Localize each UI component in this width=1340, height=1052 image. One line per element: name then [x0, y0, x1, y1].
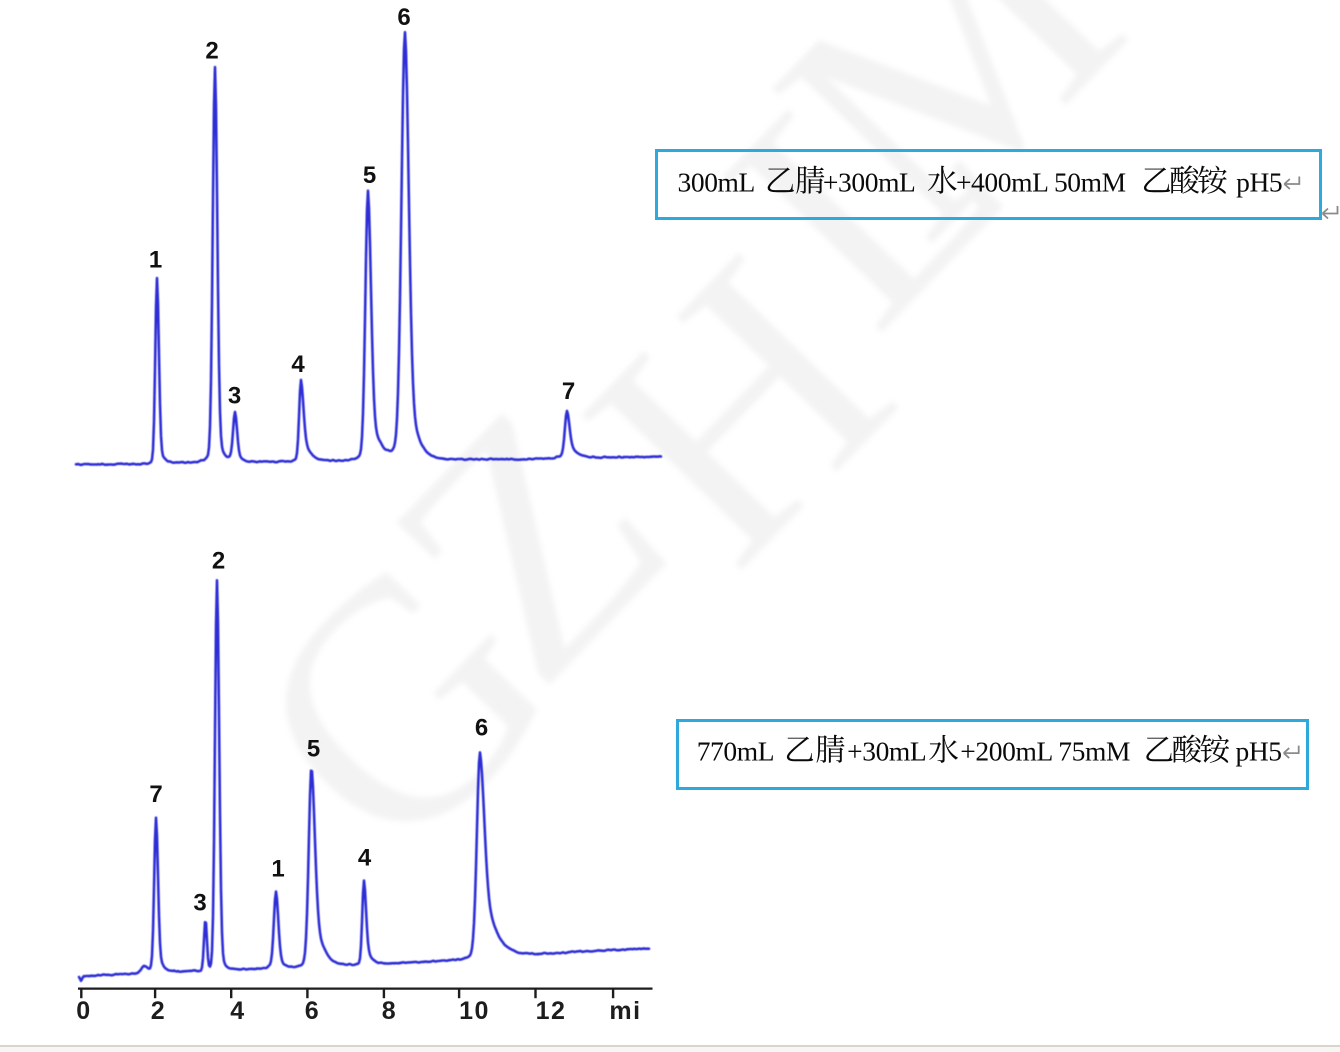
- svg-text:pH5: pH5: [1223, 166, 1282, 197]
- svg-text:4: 4: [358, 845, 372, 872]
- svg-text:5: 5: [307, 736, 320, 763]
- svg-text:5: 5: [363, 162, 376, 189]
- svg-text:6: 6: [305, 997, 320, 1025]
- svg-text:1: 1: [149, 247, 162, 274]
- svg-text:6: 6: [475, 715, 488, 742]
- svg-text:2: 2: [212, 548, 225, 575]
- svg-text:8: 8: [382, 997, 397, 1025]
- svg-text:1: 1: [271, 856, 284, 883]
- svg-text:4: 4: [291, 351, 305, 378]
- svg-text:pH5: pH5: [1223, 735, 1282, 766]
- svg-text:0: 0: [76, 997, 91, 1025]
- svg-text:10: 10: [459, 997, 490, 1025]
- svg-text:+300mL: +300mL: [823, 166, 921, 197]
- svg-text:770mL: 770mL: [697, 735, 780, 766]
- svg-text:mi: mi: [609, 997, 641, 1025]
- svg-text:2: 2: [151, 997, 166, 1025]
- svg-text:12: 12: [536, 997, 567, 1025]
- svg-text:7: 7: [149, 781, 162, 808]
- svg-text:3: 3: [228, 383, 241, 410]
- svg-text:6: 6: [397, 4, 410, 31]
- svg-text:+200mL 75mM: +200mL 75mM: [960, 735, 1136, 766]
- svg-text:3: 3: [193, 890, 206, 917]
- svg-text:+30mL: +30mL: [847, 735, 926, 766]
- svg-text:2: 2: [205, 38, 218, 65]
- svg-text:300mL: 300mL: [678, 166, 761, 197]
- svg-text:+400mL 50mM: +400mL 50mM: [956, 166, 1132, 197]
- svg-text:4: 4: [230, 997, 245, 1025]
- svg-text:7: 7: [562, 378, 575, 405]
